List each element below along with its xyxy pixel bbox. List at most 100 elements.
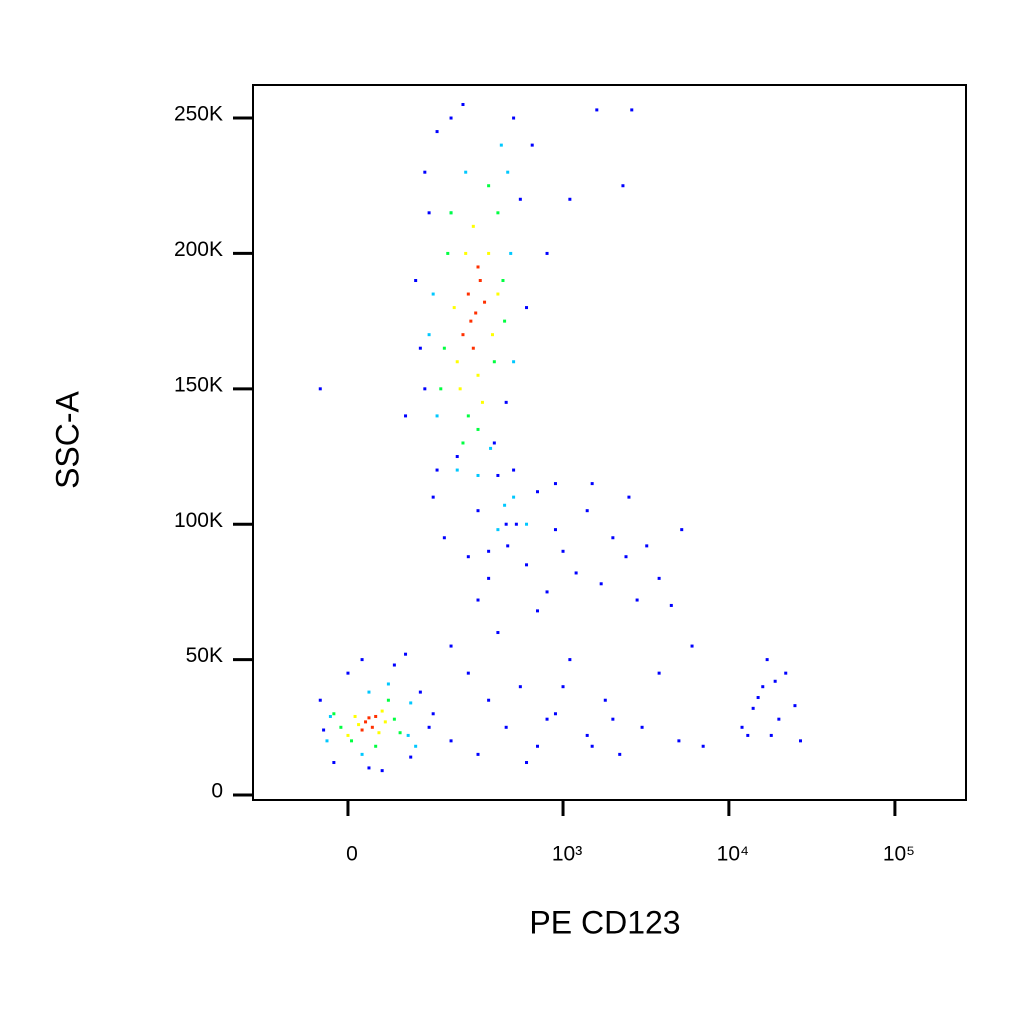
point <box>392 717 396 721</box>
x-tick-label: 10⁴ <box>717 843 749 866</box>
point <box>504 522 508 526</box>
point <box>635 598 639 602</box>
point <box>380 769 384 773</box>
point <box>435 468 439 472</box>
point <box>545 590 549 594</box>
point <box>553 528 557 532</box>
point <box>364 720 368 724</box>
point <box>483 300 487 304</box>
point <box>657 576 661 580</box>
point <box>504 725 508 729</box>
point <box>474 311 478 315</box>
point <box>618 752 622 756</box>
point <box>367 690 371 694</box>
point <box>506 544 510 548</box>
point <box>499 143 503 147</box>
x-tick-label: 10³ <box>552 843 582 866</box>
y-tick-label: 200K <box>174 238 223 261</box>
point <box>701 744 705 748</box>
point <box>332 761 336 765</box>
point <box>332 712 336 716</box>
point <box>553 712 557 716</box>
point <box>504 400 508 404</box>
point <box>423 170 427 174</box>
point <box>455 455 459 459</box>
point <box>476 598 480 602</box>
point <box>466 414 470 418</box>
point <box>469 319 473 323</box>
point <box>525 522 529 526</box>
point <box>449 116 453 120</box>
point <box>525 306 529 310</box>
point <box>574 571 578 575</box>
point <box>471 346 475 350</box>
point <box>509 251 513 255</box>
point <box>466 292 470 296</box>
point <box>427 211 431 215</box>
point <box>492 360 496 364</box>
point <box>367 716 371 720</box>
point <box>414 744 418 748</box>
point <box>490 333 494 337</box>
point <box>503 319 507 323</box>
point <box>476 265 480 269</box>
point <box>339 725 343 729</box>
point <box>455 468 459 472</box>
point <box>346 671 350 675</box>
point <box>512 360 516 364</box>
point <box>449 211 453 215</box>
point <box>503 503 507 507</box>
point <box>431 495 435 499</box>
y-axis-title: SSC-A <box>49 390 85 488</box>
point <box>325 739 329 743</box>
point <box>476 473 480 477</box>
point <box>512 116 516 120</box>
point <box>657 671 661 675</box>
point <box>599 582 603 586</box>
point <box>423 387 427 391</box>
point <box>418 690 422 694</box>
point <box>740 725 744 729</box>
point <box>561 685 565 689</box>
point <box>478 279 482 283</box>
point <box>322 728 326 732</box>
point <box>360 752 364 756</box>
point <box>536 744 540 748</box>
point <box>611 536 615 540</box>
point <box>439 387 443 391</box>
y-tick-label: 0 <box>211 780 223 803</box>
point <box>427 333 431 337</box>
point <box>383 720 387 724</box>
point <box>374 714 378 718</box>
point <box>461 102 465 106</box>
point <box>518 197 522 201</box>
point <box>525 761 529 765</box>
point <box>487 698 491 702</box>
point <box>476 509 480 513</box>
point <box>492 441 496 445</box>
y-tick-label: 50K <box>186 644 223 667</box>
point <box>449 739 453 743</box>
point <box>353 714 357 718</box>
point <box>669 603 673 607</box>
point <box>518 685 522 689</box>
point <box>501 279 505 283</box>
point <box>630 108 634 112</box>
point <box>409 755 413 759</box>
point <box>773 679 777 683</box>
point <box>392 663 396 667</box>
x-tick-label: 10⁵ <box>883 843 915 866</box>
point <box>545 251 549 255</box>
point <box>640 725 644 729</box>
point <box>435 414 439 418</box>
point <box>496 631 500 635</box>
point <box>611 717 615 721</box>
plot-frame <box>252 84 967 801</box>
point <box>512 468 516 472</box>
point <box>464 170 468 174</box>
point <box>677 739 681 743</box>
point <box>751 706 755 710</box>
point <box>442 346 446 350</box>
